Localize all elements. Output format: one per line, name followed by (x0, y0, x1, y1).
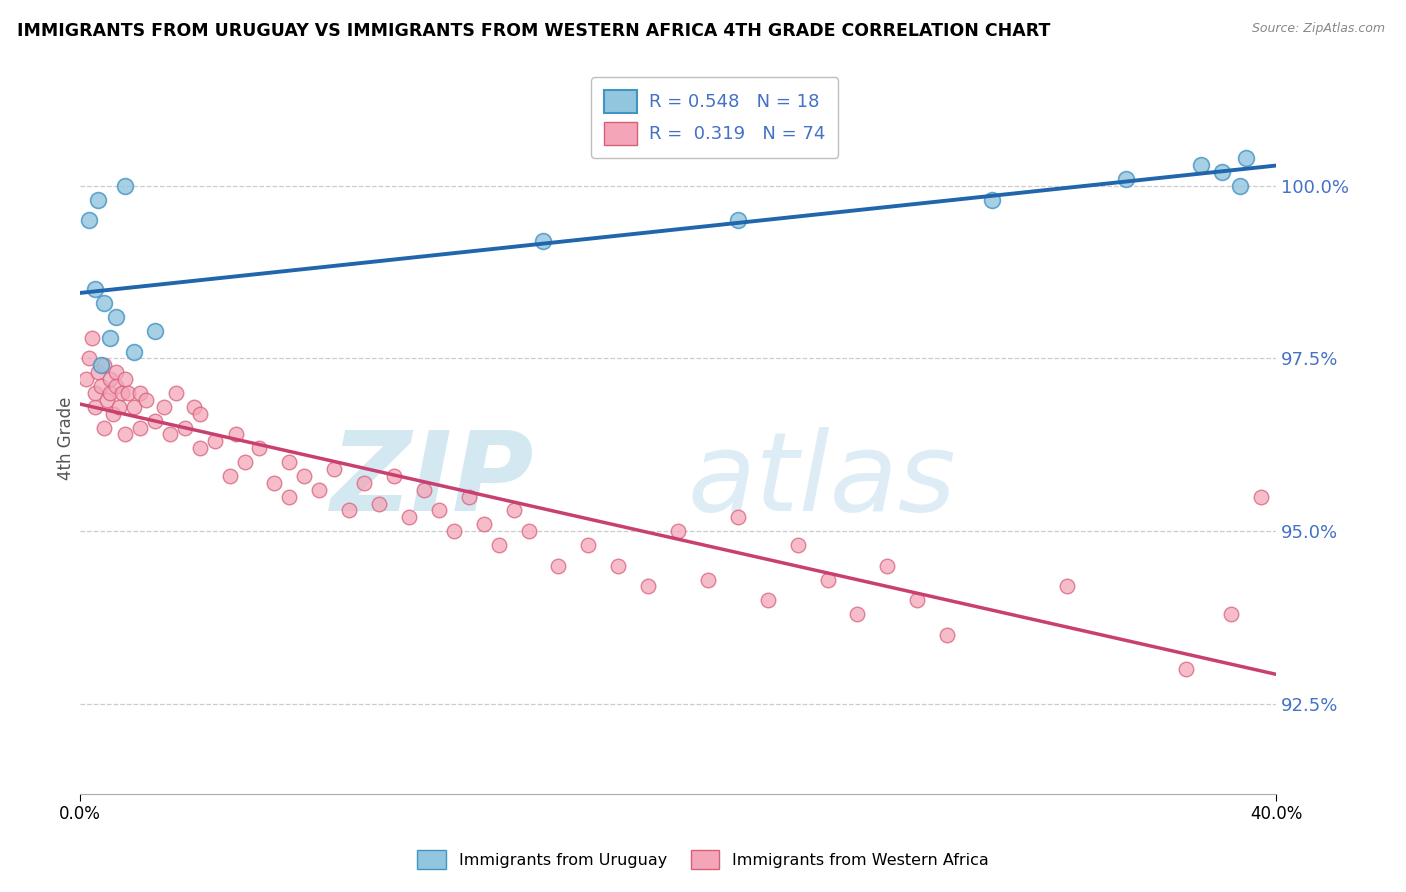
Point (727, 213, 749, 227)
Point (128, 420, 150, 434)
Point (77, 213, 100, 227)
Point (1229, 178, 1251, 193)
Point (93, 420, 115, 434)
Point (547, 558, 569, 573)
Point (117, 386, 139, 401)
Y-axis label: 4th Grade: 4th Grade (58, 396, 75, 480)
Point (90, 359, 112, 373)
Point (1250, 490, 1272, 504)
Point (1234, 151, 1257, 165)
Point (101, 407, 124, 421)
Point (80, 331, 103, 345)
Point (225, 427, 247, 442)
Point (905, 593, 928, 607)
Point (104, 365, 127, 379)
Point (1115, 172, 1137, 186)
Point (104, 310, 127, 324)
Point (204, 434, 226, 449)
Point (233, 455, 256, 469)
Point (98, 386, 121, 401)
Point (817, 573, 839, 587)
Point (188, 442, 211, 456)
Point (114, 178, 136, 193)
Point (637, 579, 659, 593)
Point (607, 558, 630, 573)
Text: IMMIGRANTS FROM URUGUAY VS IMMIGRANTS FROM WESTERN AFRICA 4TH GRADE CORRELATION : IMMIGRANTS FROM URUGUAY VS IMMIGRANTS FR… (17, 22, 1050, 40)
Text: ZIP: ZIP (330, 427, 534, 534)
Point (337, 503, 360, 517)
Point (1220, 607, 1243, 621)
Point (382, 469, 405, 483)
Point (308, 483, 330, 497)
Point (165, 386, 187, 401)
Point (84, 282, 107, 296)
Point (84, 400, 107, 414)
Point (533, 234, 555, 248)
Point (1189, 158, 1212, 172)
Point (427, 503, 450, 517)
Point (472, 517, 495, 532)
Point (98, 372, 121, 386)
Point (75, 372, 97, 386)
Point (517, 524, 540, 538)
Point (368, 497, 391, 511)
Point (111, 386, 134, 401)
Point (77, 351, 100, 366)
Point (936, 628, 959, 642)
Point (143, 324, 166, 338)
Point (173, 420, 195, 434)
Point (846, 607, 869, 621)
Point (576, 538, 599, 552)
Point (1056, 579, 1078, 593)
Point (152, 400, 174, 414)
Point (108, 400, 131, 414)
Point (323, 462, 346, 476)
Point (786, 538, 808, 552)
Point (412, 483, 434, 497)
Point (188, 407, 211, 421)
Point (1175, 662, 1198, 676)
Point (278, 490, 301, 504)
Point (876, 558, 898, 573)
Point (488, 538, 510, 552)
Point (122, 344, 145, 359)
Point (104, 379, 127, 393)
Point (96, 392, 118, 407)
Point (457, 490, 479, 504)
Legend: Immigrants from Uruguay, Immigrants from Western Africa: Immigrants from Uruguay, Immigrants from… (411, 844, 995, 875)
Point (128, 386, 150, 401)
Text: Source: ZipAtlas.com: Source: ZipAtlas.com (1251, 22, 1385, 36)
Point (666, 524, 689, 538)
Point (278, 455, 301, 469)
Point (90, 379, 112, 393)
Point (93, 296, 115, 310)
Point (263, 475, 285, 490)
Point (443, 524, 465, 538)
Point (87, 365, 110, 379)
Point (292, 469, 315, 483)
Legend: R = 0.548   N = 18, R =  0.319   N = 74: R = 0.548 N = 18, R = 0.319 N = 74 (592, 77, 838, 158)
Point (353, 475, 375, 490)
Point (143, 414, 166, 428)
Point (87, 193, 110, 207)
Point (502, 503, 524, 517)
Point (114, 372, 136, 386)
Point (122, 400, 145, 414)
Point (84, 386, 107, 401)
Point (218, 469, 240, 483)
Point (696, 573, 718, 587)
Text: atlas: atlas (688, 427, 956, 534)
Point (756, 593, 779, 607)
Point (981, 193, 1004, 207)
Point (135, 392, 157, 407)
Point (114, 427, 136, 442)
Point (183, 400, 205, 414)
Point (98, 331, 121, 345)
Point (1211, 165, 1233, 179)
Point (159, 427, 181, 442)
Point (249, 442, 271, 456)
Point (727, 510, 749, 524)
Point (398, 510, 420, 524)
Point (93, 359, 115, 373)
